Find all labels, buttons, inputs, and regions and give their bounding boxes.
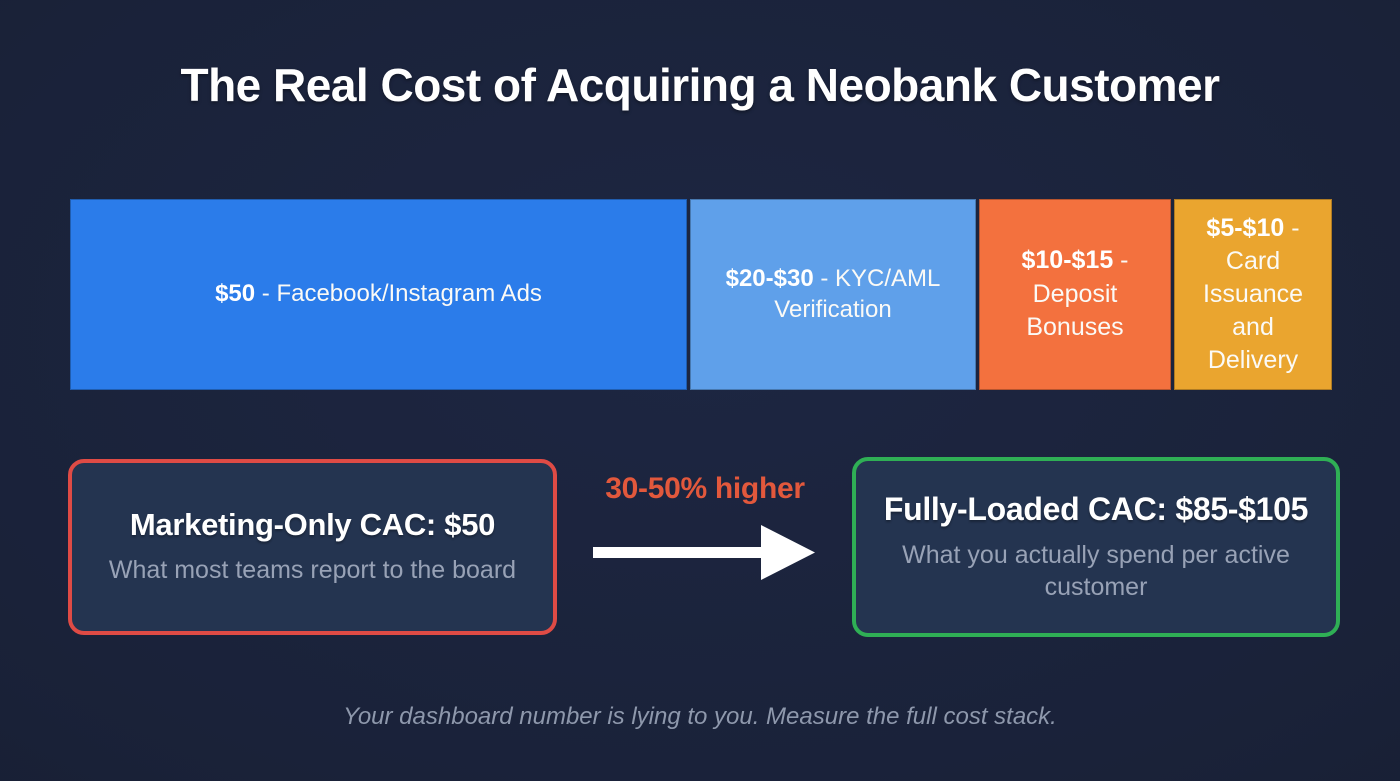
page-title: The Real Cost of Acquiring a Neobank Cus… xyxy=(180,59,1220,111)
bar-segment-label: $5-$10 - Card Issuance and Delivery xyxy=(1202,214,1304,374)
footer-note: Your dashboard number is lying to you. M… xyxy=(343,703,1057,730)
marketing-only-cac-subtitle: What most teams report to the board xyxy=(108,556,517,585)
fully-loaded-cac-title: Fully-Loaded CAC: $85-$105 xyxy=(883,491,1309,528)
bar-segment-label: $20-$30 - KYC/AML Verification xyxy=(725,264,941,323)
comparison-connector: 30-50% higher xyxy=(560,472,850,587)
bar-segment-label: $50 - Facebook/Instagram Ads xyxy=(215,280,542,308)
fully-loaded-cac-card: Fully-Loaded CAC: $85-$105 What you actu… xyxy=(852,457,1340,637)
bar-segment-deposit-bonuses: $10-$15 - Deposit Bonuses xyxy=(979,199,1171,390)
marketing-only-cac-title: Marketing-Only CAC: $50 xyxy=(129,507,496,543)
bar-segment-label: $10-$15 - Deposit Bonuses xyxy=(1021,245,1129,342)
bar-segment-card-issuance-delivery: $5-$10 - Card Issuance and Delivery xyxy=(1174,199,1332,390)
bar-segment-kyc-aml-verification: $20-$30 - KYC/AML Verification xyxy=(690,199,976,390)
fully-loaded-cac-subtitle: What you actually spend per active custo… xyxy=(902,541,1290,601)
marketing-only-cac-card: Marketing-Only CAC: $50 What most teams … xyxy=(68,459,557,635)
bar-segment-facebook-instagram-ads: $50 - Facebook/Instagram Ads xyxy=(70,199,687,390)
cost-stack-bar: $50 - Facebook/Instagram Ads $20-$30 - K… xyxy=(70,199,1332,390)
percent-higher-label: 30-50% higher xyxy=(605,472,805,505)
right-arrow-icon xyxy=(593,522,817,587)
